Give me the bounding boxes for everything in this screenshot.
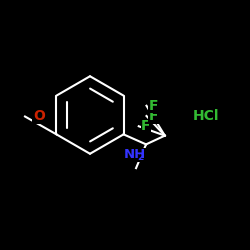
Text: HCl: HCl xyxy=(192,109,219,123)
Text: F: F xyxy=(149,109,158,123)
Text: NH: NH xyxy=(124,148,146,162)
Text: 2: 2 xyxy=(137,152,143,162)
Text: O: O xyxy=(33,109,45,123)
Text: F: F xyxy=(149,99,158,113)
Text: F: F xyxy=(141,119,151,133)
